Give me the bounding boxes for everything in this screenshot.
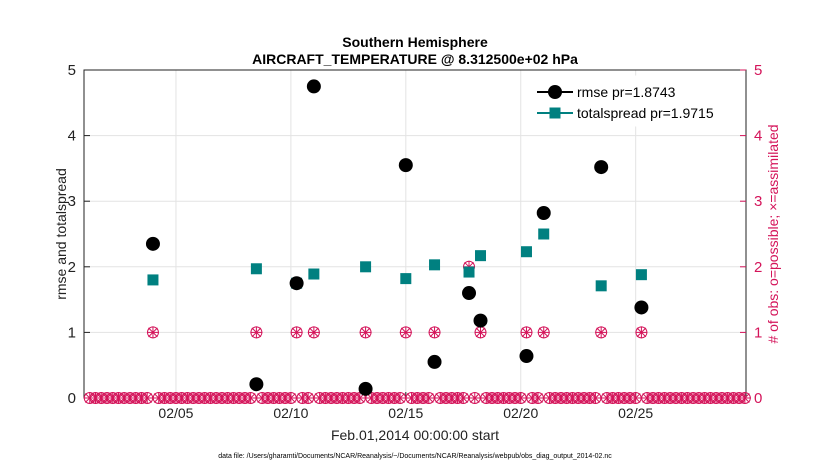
obs-assimilated-marker — [141, 392, 154, 404]
obs-count-series — [83, 260, 751, 404]
totalspread-point — [360, 261, 372, 273]
obs-assimilated-marker — [399, 326, 412, 339]
obs-assimilated-marker — [457, 392, 470, 404]
chart-subtitle: AIRCRAFT_TEMPERATURE @ 8.312500e+02 hPa — [252, 51, 578, 67]
chart-title: Southern Hemisphere — [342, 34, 488, 50]
obs-assimilated-marker — [307, 326, 320, 339]
x-tick-label: 02/25 — [618, 405, 653, 421]
y-axis-label: rmse and totalspread — [53, 168, 69, 300]
legend-totalspread-marker — [549, 107, 561, 119]
totalspread-point — [400, 273, 412, 285]
legend-box — [527, 75, 741, 127]
obs-assimilated-marker — [537, 326, 550, 339]
y-axis-right-label: # of obs: o=possible; ×=assimilated — [765, 124, 781, 343]
totalspread-point — [475, 250, 487, 262]
totalspread-point — [538, 228, 550, 240]
x-axis-label: Feb.01,2014 00:00:00 start — [331, 427, 499, 443]
rmse-point — [145, 236, 160, 251]
rmse-series — [145, 79, 649, 396]
y-right-tick-label: 4 — [754, 128, 762, 145]
y-tick-label: 3 — [68, 193, 76, 210]
obs-assimilated-marker — [422, 392, 435, 404]
obs-assimilated-marker — [146, 326, 159, 339]
y-right-tick-label: 0 — [754, 390, 762, 407]
rmse-point — [536, 206, 551, 221]
legend-rmse-marker — [548, 85, 562, 99]
totalspread-point — [520, 246, 532, 258]
footnote: data file: /Users/gharamti/Documents/NCA… — [218, 453, 612, 460]
left-axis-ticks: 0 1 2 3 4 5 — [68, 62, 90, 407]
y-tick-label: 0 — [68, 390, 76, 407]
rmse-point — [462, 286, 477, 301]
totalspread-point — [429, 259, 441, 271]
rmse-point — [358, 381, 373, 396]
obs-assimilated-marker — [520, 326, 533, 339]
x-tick-label: 02/15 — [388, 405, 423, 421]
rmse-point — [473, 313, 488, 328]
x-tick-label: 02/10 — [273, 405, 308, 421]
right-axis-ticks: 0 1 2 3 4 5 — [740, 62, 762, 407]
rmse-point — [634, 300, 649, 315]
legend: rmse pr=1.8743 totalspread pr=1.9715 — [527, 75, 741, 127]
y-right-tick-label: 5 — [754, 62, 762, 79]
y-right-tick-label: 2 — [754, 259, 762, 276]
obs-assimilated-marker — [738, 392, 751, 404]
x-tick-label: 02/20 — [503, 405, 538, 421]
rmse-point — [519, 349, 534, 364]
obs-assimilated-marker — [428, 326, 441, 339]
y-tick-label: 4 — [68, 128, 76, 145]
legend-rmse-label: rmse pr=1.8743 — [577, 84, 676, 100]
totalspread-point — [250, 263, 262, 275]
rmse-point — [306, 79, 321, 94]
obs-assimilated-marker — [250, 326, 263, 339]
totalspread-point — [308, 268, 320, 280]
obs-assimilated-marker — [589, 392, 602, 404]
totalspread-point — [595, 280, 607, 292]
totalspread-point — [463, 266, 475, 278]
y-tick-label: 1 — [68, 324, 76, 341]
obs-assimilated-marker — [290, 326, 303, 339]
rmse-point — [289, 276, 304, 291]
obs-assimilated-marker — [629, 392, 642, 404]
rmse-point — [249, 377, 264, 392]
totalspread-point — [635, 269, 647, 281]
obs-assimilated-marker — [394, 392, 407, 404]
obs-assimilated-marker — [359, 326, 372, 339]
rmse-point — [398, 158, 413, 173]
y-right-tick-label: 1 — [754, 324, 762, 341]
rmse-point — [594, 160, 609, 175]
y-tick-label: 2 — [68, 259, 76, 276]
y-tick-label: 5 — [68, 62, 76, 79]
obs-assimilated-marker — [595, 326, 608, 339]
x-tick-label: 02/05 — [158, 405, 193, 421]
obs-assimilated-marker — [244, 392, 257, 404]
obs-assimilated-marker — [302, 392, 315, 404]
totalspread-point — [147, 274, 159, 286]
obs-assimilated-marker — [474, 326, 487, 339]
totalspread-series — [147, 228, 647, 292]
obs-assimilated-marker — [514, 392, 527, 404]
obs-assimilated-marker — [635, 326, 648, 339]
rmse-point — [427, 354, 442, 369]
obs-assimilated-marker — [531, 392, 544, 404]
x-axis-ticks: 02/05 02/10 02/15 02/20 02/25 — [158, 392, 653, 421]
obs-assimilated-marker — [468, 392, 481, 404]
legend-totalspread-label: totalspread pr=1.9715 — [577, 105, 714, 121]
obs-assimilated-marker — [284, 392, 297, 404]
y-right-tick-label: 3 — [754, 193, 762, 210]
